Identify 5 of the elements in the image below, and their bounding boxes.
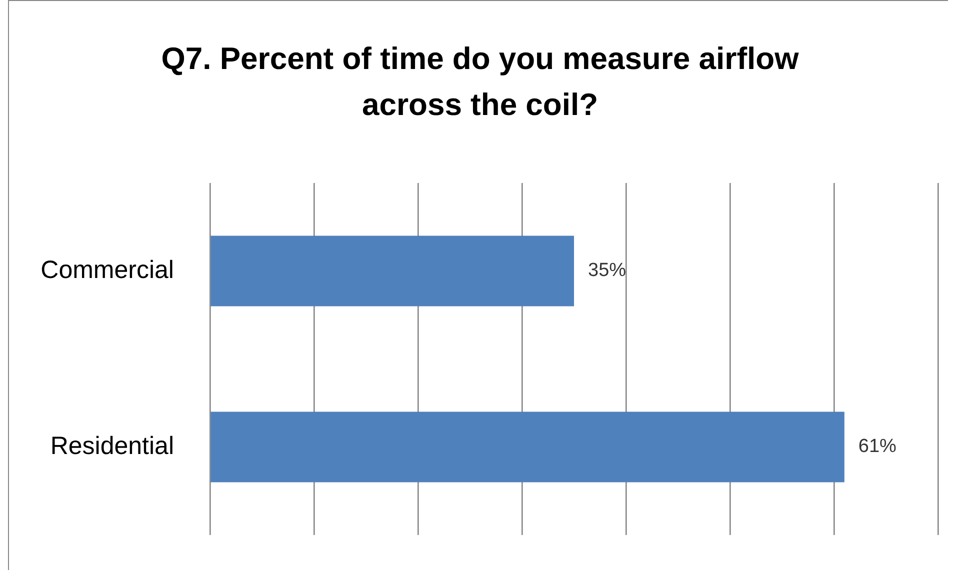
- y-tick-label: Commercial: [40, 256, 174, 284]
- chart-title: Q7. Percent of time do you measure airflow across the coil?: [160, 40, 800, 124]
- data-label: 35%: [588, 260, 626, 282]
- y-tick-label: Residential: [50, 432, 174, 460]
- data-label: 61%: [858, 436, 897, 458]
